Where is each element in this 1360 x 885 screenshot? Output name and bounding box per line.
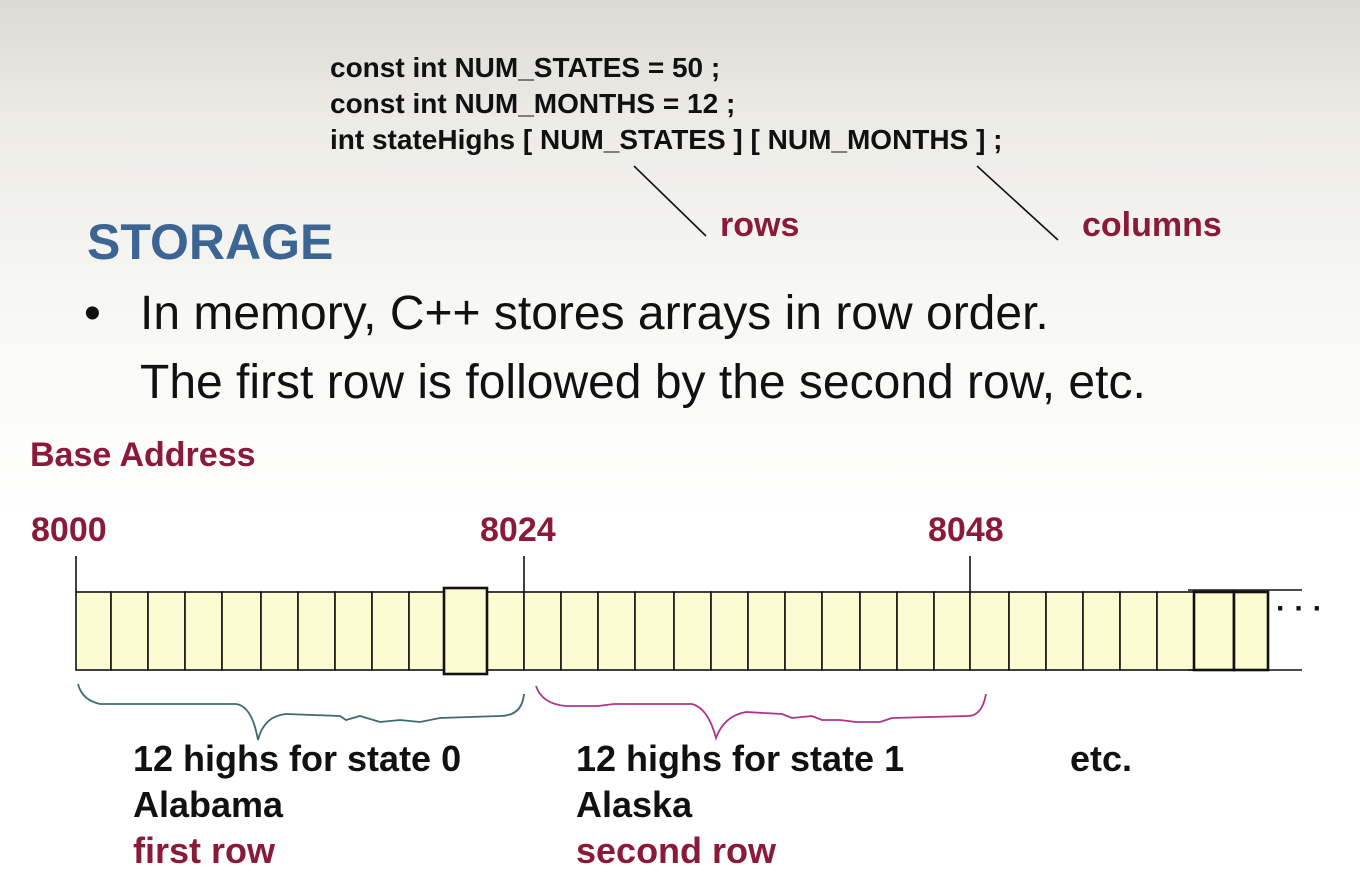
memory-cell [221, 591, 262, 671]
memory-cell-emphasized [1232, 590, 1270, 672]
group-1-title: 12 highs for state 1 [576, 738, 905, 779]
memory-cell [1156, 591, 1195, 671]
memory-cell-emphasized [442, 586, 489, 676]
bullet-marker: • [84, 287, 101, 340]
group-0-title: 12 highs for state 0 [133, 738, 462, 779]
memory-cell [933, 591, 971, 671]
memory-cell [334, 591, 373, 671]
storage-heading: STORAGE [87, 214, 334, 270]
code-line-num-months: const int NUM_MONTHS = 12 ; [330, 88, 736, 119]
memory-cell [110, 591, 149, 671]
base-address-label: Base Address [30, 436, 256, 474]
memory-cell [969, 591, 1010, 671]
memory-cell [184, 591, 223, 671]
brace-second-row [535, 685, 987, 741]
memory-cell [371, 591, 410, 671]
brace-first-row [77, 683, 525, 741]
memory-cell [821, 591, 861, 671]
bullet-line-2: The first row is followed by the second … [140, 356, 1146, 409]
memory-cell [597, 591, 636, 671]
memory-cell [75, 591, 112, 671]
rows-pointer-line [633, 165, 707, 237]
group-1-row-label: second row [576, 830, 777, 871]
columns-annotation: columns [1082, 206, 1222, 244]
memory-cell [634, 591, 675, 671]
address-8000: 8000 [31, 511, 107, 549]
memory-cell [147, 591, 186, 671]
group-1-state: Alaska [576, 784, 693, 825]
bullet-line-1: In memory, C++ stores arrays in row orde… [140, 287, 1049, 340]
memory-cell [1045, 591, 1084, 671]
memory-cell [784, 591, 823, 671]
code-line-array-declaration: int stateHighs [ NUM_STATES ] [ NUM_MONT… [330, 124, 1003, 155]
memory-cell [408, 591, 445, 671]
memory-cells [75, 586, 1270, 676]
rows-annotation: rows [720, 206, 800, 244]
memory-cell [560, 591, 599, 671]
memory-cell [486, 591, 525, 671]
memory-cell [859, 591, 898, 671]
memory-cell [1082, 591, 1121, 671]
group-0-state: Alabama [133, 784, 284, 825]
address-8024: 8024 [480, 511, 556, 549]
group-etc-label: etc. [1070, 738, 1133, 779]
continuation-ellipsis: · · · [1276, 592, 1323, 625]
group-0-row-label: first row [133, 830, 276, 871]
columns-pointer-line [976, 165, 1059, 241]
memory-cell [260, 591, 299, 671]
memory-cell [710, 591, 749, 671]
memory-cell-emphasized [1192, 590, 1236, 672]
memory-cell [673, 591, 712, 671]
memory-cell [1008, 591, 1047, 671]
memory-cell [297, 591, 336, 671]
memory-cell [747, 591, 786, 671]
memory-cell [896, 591, 935, 671]
memory-cell [1119, 591, 1158, 671]
address-8048: 8048 [928, 511, 1004, 549]
memory-cell [523, 591, 562, 671]
code-line-num-states: const int NUM_STATES = 50 ; [330, 52, 721, 83]
